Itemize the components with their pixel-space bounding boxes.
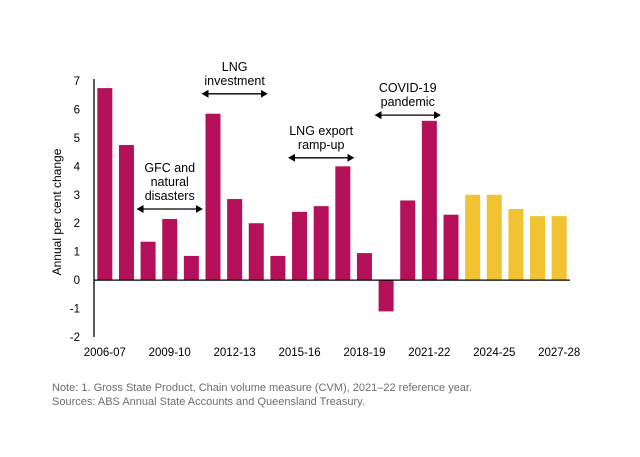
annotation-text: natural <box>151 175 189 189</box>
y-tick-label: -1 <box>70 304 80 316</box>
annotation-text: LNG <box>222 60 248 74</box>
bar-2018-19 <box>356 253 372 281</box>
note-text: Note: 1. Gross State Product, Chain volu… <box>52 382 473 394</box>
chart-notes: Note: 1. Gross State Product, Chain volu… <box>52 381 472 409</box>
y-tick-label: -2 <box>70 332 80 344</box>
y-tick-label: 6 <box>74 104 80 116</box>
bar-2023-24 <box>465 194 481 281</box>
y-tick-label: 7 <box>74 76 80 88</box>
bar-2011-12 <box>205 113 221 281</box>
bar-2026-27 <box>530 216 546 281</box>
annotation-text: pandemic <box>381 95 435 109</box>
bar-2019-20 <box>378 280 394 312</box>
gsp-growth-chart: -2 -1 0 1 2 3 4 5 6 7 2006-07 2009-10 2012-13 2015-16… <box>50 60 580 359</box>
annotation-text: ramp-up <box>298 138 345 152</box>
annotation-text: GFC and <box>144 161 195 175</box>
bar-2027-28 <box>551 216 567 281</box>
y-tick-label: 5 <box>74 133 80 145</box>
bar-2014-15 <box>270 255 286 281</box>
bar-2024-25 <box>486 194 502 281</box>
x-tick-label: 2012-13 <box>214 347 256 359</box>
bar-2015-16 <box>292 211 308 281</box>
bar-2013-14 <box>248 223 264 281</box>
bar-2007-08 <box>118 145 134 281</box>
annotation-text: disasters <box>145 189 195 203</box>
bar-2021-22 <box>421 120 437 281</box>
y-tick-label: 1 <box>74 247 80 259</box>
bar-2009-10 <box>162 218 178 281</box>
bar-2016-17 <box>313 206 329 281</box>
x-tick-label: 2015-16 <box>278 347 320 359</box>
x-tick-label: 2006-07 <box>84 347 126 359</box>
x-tick-label: 2027-28 <box>538 347 580 359</box>
x-tick-label: 2009-10 <box>149 347 191 359</box>
annotation-text: investment <box>204 74 265 88</box>
y-axis-label: Annual per cent change <box>50 148 64 275</box>
y-tick-label: 0 <box>74 275 80 287</box>
x-tick-label: 2024-25 <box>473 347 515 359</box>
x-tick-label: 2021-22 <box>408 347 450 359</box>
annotation-text: LNG export <box>289 124 353 138</box>
bar-2010-11 <box>183 255 199 281</box>
x-tick-label: 2018-19 <box>343 347 385 359</box>
y-tick-label: 2 <box>74 218 80 230</box>
annotation-text: COVID-19 <box>379 81 437 95</box>
bar-2020-21 <box>400 200 416 281</box>
bar-2008-09 <box>140 241 156 281</box>
bar-2006-07 <box>97 88 113 281</box>
y-tick-label: 4 <box>74 161 81 173</box>
bar-2022-23 <box>443 214 459 281</box>
bar-2017-18 <box>335 166 351 281</box>
sources-text: Sources: ABS Annual State Accounts and Q… <box>52 396 365 408</box>
bar-2012-13 <box>227 199 243 281</box>
bar-2025-26 <box>508 209 524 281</box>
y-tick-label: 3 <box>74 190 80 202</box>
